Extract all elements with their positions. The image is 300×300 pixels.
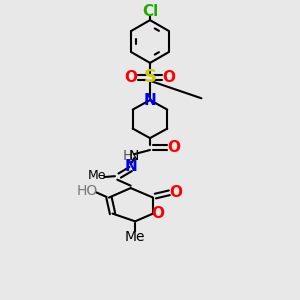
- Text: Me: Me: [125, 230, 146, 244]
- Text: S: S: [143, 68, 157, 86]
- Text: N: N: [144, 93, 156, 108]
- Text: O: O: [169, 185, 182, 200]
- Text: N: N: [129, 149, 140, 163]
- Text: H: H: [123, 149, 134, 163]
- Text: O: O: [163, 70, 176, 85]
- Text: O: O: [167, 140, 180, 155]
- Text: N: N: [124, 159, 137, 174]
- Text: O: O: [151, 206, 164, 221]
- Text: Me: Me: [88, 169, 106, 182]
- Text: Cl: Cl: [142, 4, 158, 19]
- Text: HO: HO: [76, 184, 98, 198]
- Text: O: O: [124, 70, 137, 85]
